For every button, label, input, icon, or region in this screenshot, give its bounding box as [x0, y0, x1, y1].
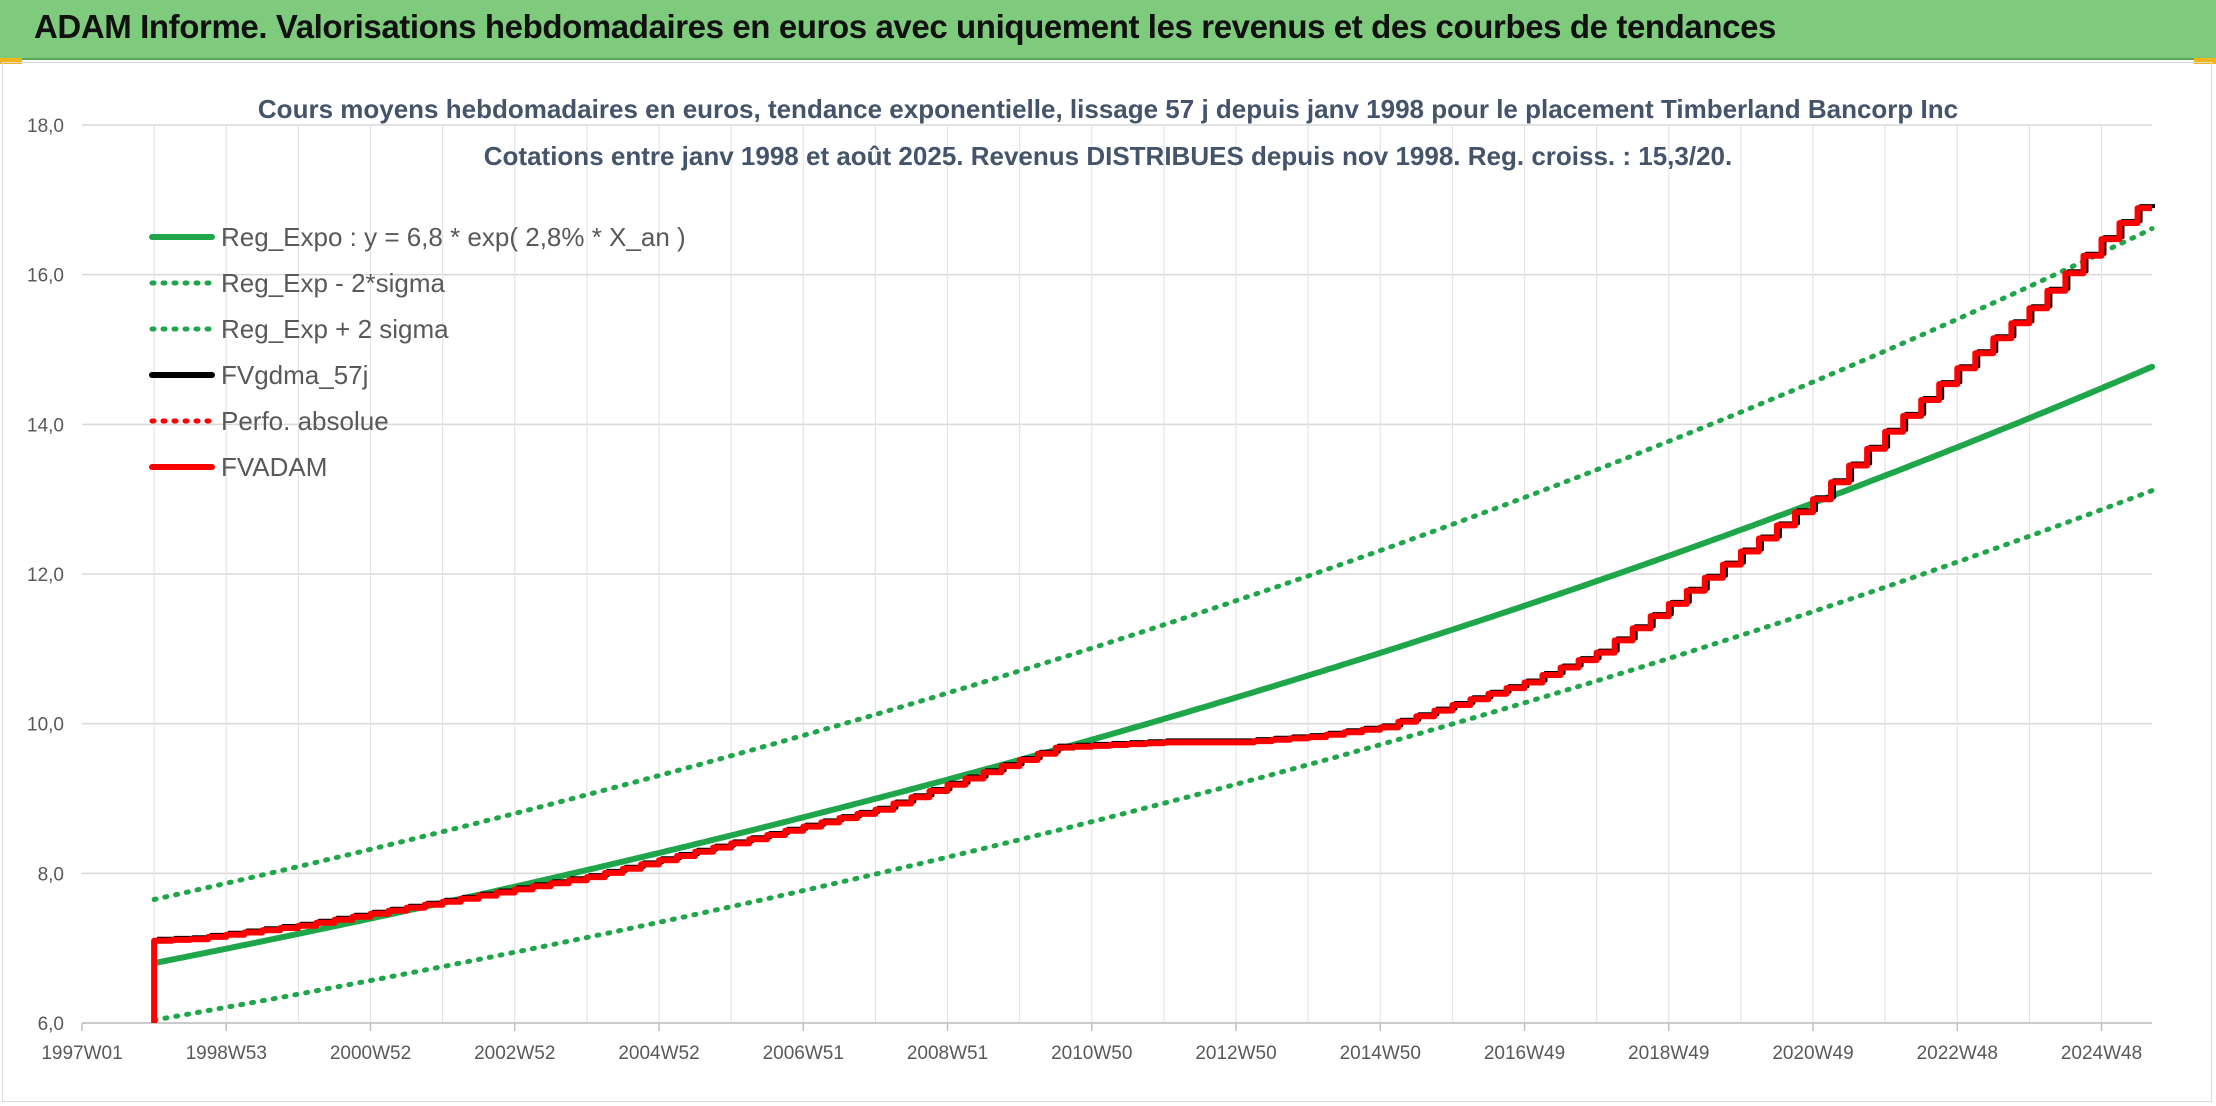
x-tick-label: 2022W48 — [1917, 1043, 1998, 1064]
x-tick-label: 2002W52 — [474, 1043, 555, 1064]
y-tick-label: 12,0 — [27, 565, 64, 586]
y-tick-label: 10,0 — [27, 715, 64, 736]
x-tick-label: 2008W51 — [907, 1043, 988, 1064]
series-line-fvadam — [151, 205, 2152, 1023]
x-tick-label: 2014W50 — [1340, 1043, 1421, 1064]
legend-label: FVgdma_57j — [221, 360, 368, 390]
y-tick-label: 16,0 — [27, 266, 64, 287]
x-tick-label: 2000W52 — [330, 1043, 411, 1064]
x-tick-label: 2018W49 — [1628, 1043, 1709, 1064]
y-tick-label: 6,0 — [38, 1014, 64, 1035]
y-tick-label: 8,0 — [38, 864, 64, 885]
report-banner: ADAM Informe. Valorisations hebdomadaire… — [0, 0, 2216, 60]
grid-lines — [82, 124, 2152, 1024]
chart-subtitle: Cotations entre janv 1998 et août 2025. … — [484, 141, 1732, 171]
x-tick-label: 2004W52 — [618, 1043, 699, 1064]
series-lines — [151, 204, 2155, 1023]
chart-frame — [2, 62, 2212, 1102]
x-tick-label: 2006W51 — [763, 1043, 844, 1064]
legend-label: Reg_Exp + 2 sigma — [221, 314, 449, 344]
legend-label: Perfo. absolue — [221, 406, 389, 436]
x-tick-label: 2020W49 — [1772, 1043, 1853, 1064]
legend-label: Reg_Expo : y = 6,8 * exp( 2,8% * X_an ) — [221, 222, 686, 252]
y-tick-label: 18,0 — [27, 116, 64, 137]
report-title: ADAM Informe. Valorisations hebdomadaire… — [34, 8, 1776, 45]
corner-accent-right — [2194, 58, 2216, 64]
x-tick-label: 1998W53 — [186, 1043, 267, 1064]
legend-label: Reg_Exp - 2*sigma — [221, 268, 446, 298]
x-tick-label: 2016W49 — [1484, 1043, 1565, 1064]
chart-title: Cours moyens hebdomadaires en euros, ten… — [258, 94, 1958, 124]
x-tick-label: 2012W50 — [1195, 1043, 1276, 1064]
legend-label: FVADAM — [221, 452, 327, 482]
axes: 6,0 8,0 10,0 12,0 14,0 16,0 18,0 1997W01 1998W53… — [27, 116, 2152, 1064]
x-tick-label: 1997W01 — [41, 1043, 122, 1064]
series-line-reg-exp-2-sigma — [151, 226, 2155, 902]
corner-accent-left — [0, 58, 22, 64]
series-line-reg-exp-2-sigma — [151, 488, 2155, 1023]
x-tick-label: 2010W50 — [1051, 1043, 1132, 1064]
legend: Reg_Expo : y = 6,8 * exp( 2,8% * X_an ) R… — [149, 222, 686, 482]
x-tick-label: 2024W48 — [2061, 1043, 2142, 1064]
y-tick-label: 14,0 — [27, 415, 64, 436]
